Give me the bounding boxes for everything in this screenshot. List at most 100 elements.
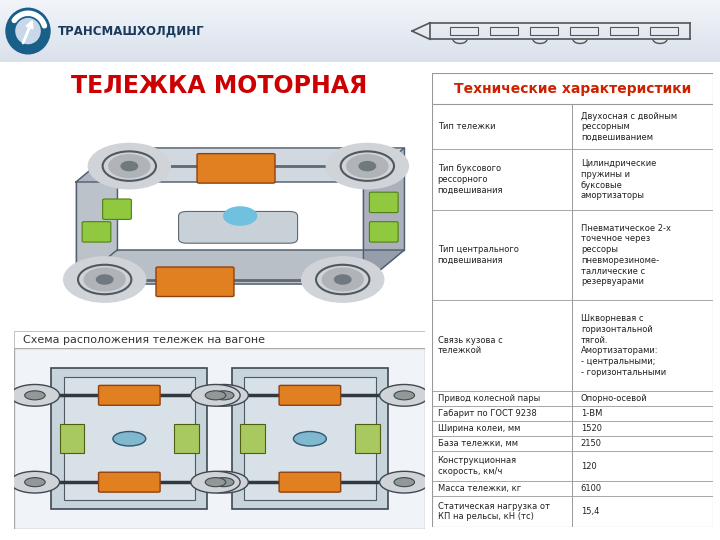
Bar [0, 50, 720, 51]
Bar [0, 61, 720, 62]
FancyBboxPatch shape [103, 199, 131, 219]
Circle shape [335, 275, 351, 284]
FancyBboxPatch shape [82, 221, 111, 242]
Bar [0, 21, 720, 22]
Circle shape [96, 275, 113, 284]
Text: Схема расположения тележек на вагоне: Схема расположения тележек на вагоне [22, 335, 265, 345]
Bar [0, 39, 720, 40]
Bar [0, 12, 720, 14]
Bar [0, 5, 720, 6]
FancyBboxPatch shape [279, 472, 341, 492]
Bar [0, 19, 720, 21]
FancyBboxPatch shape [369, 221, 398, 242]
Text: Связь кузова с
тележкой: Связь кузова с тележкой [438, 336, 503, 355]
Circle shape [191, 471, 240, 493]
Bar [0, 46, 720, 48]
Bar [0, 53, 720, 54]
Circle shape [121, 161, 138, 171]
Circle shape [24, 391, 45, 400]
Bar [0, 17, 720, 18]
Bar [0, 18, 720, 19]
Bar [450, 27, 478, 35]
Circle shape [394, 478, 415, 487]
Text: Технические характеристики: Технические характеристики [454, 82, 691, 96]
Bar [0, 27, 720, 28]
Bar [0, 22, 720, 23]
Text: Тип буксового
рессорного
подвешивания: Тип буксового рессорного подвешивания [438, 164, 503, 195]
Circle shape [63, 257, 145, 302]
Bar [0, 0, 720, 1]
Bar [0, 59, 720, 60]
Bar [0, 4, 720, 5]
Text: 1520: 1520 [581, 424, 602, 433]
Bar [0, 44, 720, 45]
Text: ТРАНСМАШХОЛДИНГ: ТРАНСМАШХОЛДИНГ [58, 24, 204, 38]
Bar [0, 1, 720, 2]
Bar [650, 27, 678, 35]
Circle shape [10, 471, 60, 493]
Bar [355, 424, 379, 453]
Text: Цилиндрические
пружины и
буксовые
амортизаторы: Цилиндрические пружины и буксовые аморти… [581, 159, 656, 200]
Circle shape [379, 384, 429, 406]
Text: База тележки, мм: База тележки, мм [438, 439, 518, 448]
Text: Пневматическое 2-х
точечное через
рессоры
пневморезиноме-
таллические с
резервуа: Пневматическое 2-х точечное через рессор… [581, 224, 671, 286]
Bar [0, 26, 720, 27]
FancyBboxPatch shape [99, 386, 160, 406]
Bar [0, 40, 720, 42]
Text: Привод колесной пары: Привод колесной пары [438, 394, 540, 403]
Bar [0, 48, 720, 49]
Bar [0, 15, 720, 16]
Text: ТЕЛЕЖКА МОТОРНАЯ: ТЕЛЕЖКА МОТОРНАЯ [71, 75, 368, 98]
Circle shape [6, 8, 50, 54]
FancyBboxPatch shape [156, 267, 234, 296]
Bar [0, 7, 720, 8]
Bar [0, 16, 720, 17]
Bar [0, 43, 720, 44]
Text: 6100: 6100 [581, 484, 602, 494]
Circle shape [89, 144, 171, 189]
Text: Опорно-осевой: Опорно-осевой [581, 394, 647, 403]
Text: Шкворневая с
горизонтальной
тягой.
Амортизаторами:
- центральными;
- горизонталь: Шкворневая с горизонтальной тягой. Аморт… [581, 314, 666, 377]
Circle shape [199, 384, 248, 406]
Circle shape [302, 257, 384, 302]
Bar [0, 9, 720, 10]
Bar [0, 35, 720, 36]
Bar [0, 51, 720, 52]
Bar [0, 49, 720, 50]
Bar [0, 55, 720, 56]
Text: Тип центрального
подвешивания: Тип центрального подвешивания [438, 245, 518, 265]
FancyBboxPatch shape [369, 192, 398, 213]
Text: 120: 120 [581, 462, 597, 471]
Bar [0, 60, 720, 61]
Bar [0, 56, 720, 57]
Bar [0, 25, 720, 26]
Bar [0, 30, 720, 31]
Bar [0, 2, 720, 3]
Bar [0, 8, 720, 9]
Bar [174, 424, 199, 453]
Circle shape [10, 384, 60, 406]
Text: Двухосная с двойным
рессорным
подвешиванием: Двухосная с двойным рессорным подвешиван… [581, 112, 677, 142]
Bar [0, 45, 720, 46]
Circle shape [326, 144, 408, 189]
Text: 15,4: 15,4 [581, 507, 599, 516]
Bar [51, 368, 207, 509]
Bar [610, 27, 638, 35]
Bar [0, 52, 720, 53]
Bar [530, 27, 558, 35]
FancyBboxPatch shape [99, 472, 160, 492]
Bar [490, 27, 518, 35]
Circle shape [205, 478, 226, 487]
Bar [570, 27, 598, 35]
Circle shape [213, 391, 234, 400]
Polygon shape [76, 148, 405, 182]
Polygon shape [363, 148, 405, 284]
Circle shape [213, 478, 234, 487]
Text: Масса тележки, кг: Масса тележки, кг [438, 484, 521, 494]
Bar [240, 424, 265, 453]
Bar [232, 368, 388, 509]
Bar [0, 31, 720, 32]
Bar [0, 3, 720, 4]
Bar [0, 34, 720, 35]
FancyBboxPatch shape [279, 386, 341, 406]
